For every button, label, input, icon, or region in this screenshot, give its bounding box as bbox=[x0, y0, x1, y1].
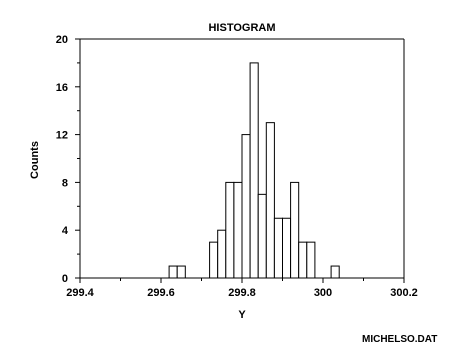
histogram-bar bbox=[217, 229, 227, 279]
histogram-bar bbox=[298, 241, 308, 279]
x-tick-label: 300.2 bbox=[390, 287, 418, 299]
chart-title: HISTOGRAM bbox=[208, 22, 275, 34]
histogram-bar bbox=[330, 265, 340, 279]
histogram-bar bbox=[233, 181, 243, 279]
x-tick-label: 299.4 bbox=[66, 287, 94, 299]
y-tick-label: 20 bbox=[56, 34, 68, 46]
y-tick-label: 4 bbox=[62, 225, 69, 237]
histogram-bar bbox=[209, 241, 219, 279]
y-tick-label: 8 bbox=[62, 177, 68, 189]
y-tick-label: 0 bbox=[62, 273, 68, 285]
y-axis-label: Counts bbox=[29, 141, 41, 179]
x-axis-label: Y bbox=[238, 309, 246, 321]
x-tick-label: 299.6 bbox=[147, 287, 175, 299]
x-ticks-group: 299.4 299.6 299.8 300 300.2 bbox=[66, 278, 418, 299]
x-tick-label: 299.8 bbox=[228, 287, 256, 299]
histogram-bar bbox=[257, 193, 267, 279]
y-tick-label: 12 bbox=[56, 130, 68, 142]
bars-group bbox=[168, 62, 340, 279]
histogram-bar bbox=[290, 181, 300, 279]
histogram-bar bbox=[273, 217, 283, 279]
histogram-bar bbox=[176, 265, 186, 279]
y-tick-label: 16 bbox=[56, 82, 68, 94]
x-tick-label: 300 bbox=[314, 287, 332, 299]
histogram-bar bbox=[225, 181, 235, 279]
histogram-bar bbox=[249, 62, 259, 279]
y-ticks-group: 0 4 8 12 16 20 bbox=[56, 34, 80, 285]
dataset-label: MICHELSO.DAT bbox=[362, 334, 437, 344]
histogram-bar bbox=[168, 265, 178, 279]
histogram-bar bbox=[306, 241, 316, 279]
histogram-bar bbox=[265, 122, 275, 279]
histogram-bar bbox=[282, 217, 292, 279]
histogram-bar bbox=[241, 134, 251, 279]
